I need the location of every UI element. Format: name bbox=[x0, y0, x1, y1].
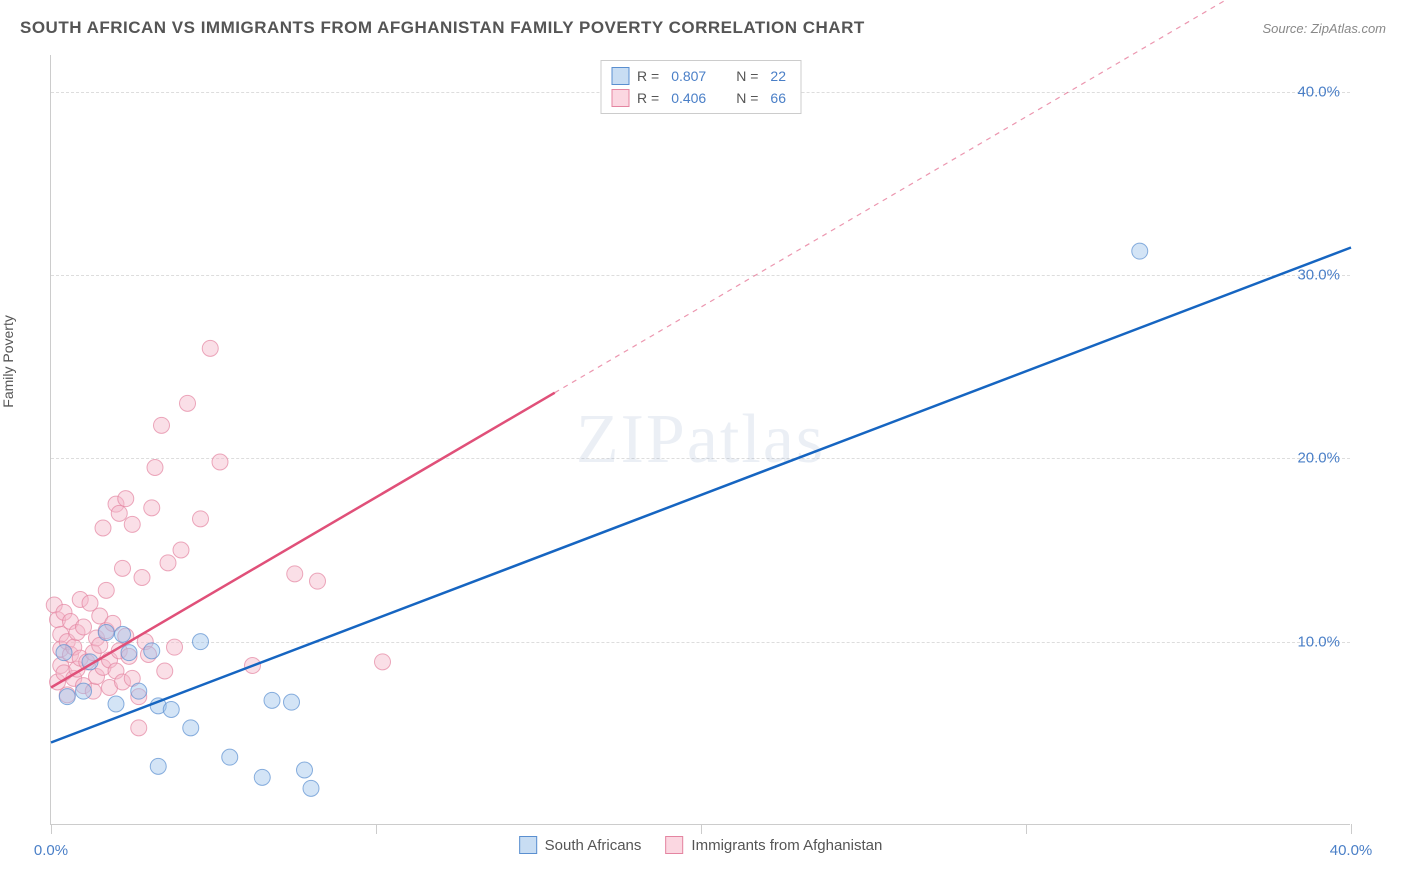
scatter-point bbox=[115, 626, 131, 642]
scatter-point bbox=[287, 566, 303, 582]
scatter-point bbox=[95, 520, 111, 536]
scatter-point bbox=[222, 749, 238, 765]
legend-row-series2: R = 0.406 N = 66 bbox=[611, 87, 790, 109]
legend-swatch-pink bbox=[611, 89, 629, 107]
chart-svg bbox=[51, 55, 1350, 824]
scatter-point bbox=[118, 491, 134, 507]
legend-item-south-africans: South Africans bbox=[519, 836, 642, 854]
scatter-point bbox=[284, 694, 300, 710]
scatter-point bbox=[173, 542, 189, 558]
scatter-point bbox=[76, 683, 92, 699]
scatter-point bbox=[56, 645, 72, 661]
scatter-point bbox=[310, 573, 326, 589]
scatter-point bbox=[131, 720, 147, 736]
scatter-point bbox=[254, 769, 270, 785]
legend-item-afghanistan: Immigrants from Afghanistan bbox=[665, 836, 882, 854]
regression-line-solid bbox=[51, 248, 1351, 743]
scatter-point bbox=[183, 720, 199, 736]
legend-n-label: N = bbox=[736, 68, 758, 84]
legend-n-label2: N = bbox=[736, 90, 758, 106]
legend-r-value-1: 0.807 bbox=[671, 68, 706, 84]
scatter-point bbox=[163, 702, 179, 718]
chart-source: Source: ZipAtlas.com bbox=[1262, 21, 1386, 36]
scatter-point bbox=[131, 683, 147, 699]
scatter-point bbox=[115, 560, 131, 576]
legend-r-label2: R = bbox=[637, 90, 659, 106]
chart-plot-area: ZIPatlas R = 0.807 N = 22 R = 0.406 N = … bbox=[50, 55, 1350, 825]
scatter-point bbox=[98, 582, 114, 598]
scatter-point bbox=[212, 454, 228, 470]
legend-label-2: Immigrants from Afghanistan bbox=[691, 837, 882, 854]
x-tick-label: 40.0% bbox=[1330, 842, 1373, 859]
scatter-point bbox=[202, 340, 218, 356]
chart-header: SOUTH AFRICAN VS IMMIGRANTS FROM AFGHANI… bbox=[20, 18, 1386, 38]
legend-swatch-pink-2 bbox=[665, 836, 683, 854]
scatter-point bbox=[108, 696, 124, 712]
scatter-point bbox=[59, 689, 75, 705]
y-axis-label: Family Poverty bbox=[0, 315, 16, 408]
legend-n-value-1: 22 bbox=[770, 68, 786, 84]
x-tick-label: 0.0% bbox=[34, 842, 68, 859]
scatter-point bbox=[150, 758, 166, 774]
scatter-point bbox=[303, 780, 319, 796]
scatter-point bbox=[147, 460, 163, 476]
scatter-point bbox=[154, 417, 170, 433]
x-tick bbox=[376, 824, 377, 834]
legend-r-label: R = bbox=[637, 68, 659, 84]
legend-swatch-blue-2 bbox=[519, 836, 537, 854]
legend-label-1: South Africans bbox=[545, 837, 642, 854]
scatter-point bbox=[160, 555, 176, 571]
scatter-point bbox=[375, 654, 391, 670]
x-tick bbox=[1351, 824, 1352, 834]
scatter-point bbox=[124, 516, 140, 532]
scatter-point bbox=[193, 634, 209, 650]
x-tick bbox=[1026, 824, 1027, 834]
regression-line-solid bbox=[51, 393, 555, 688]
scatter-point bbox=[264, 692, 280, 708]
legend-row-series1: R = 0.807 N = 22 bbox=[611, 65, 790, 87]
legend-swatch-blue bbox=[611, 67, 629, 85]
scatter-point bbox=[1132, 243, 1148, 259]
legend-r-value-2: 0.406 bbox=[671, 90, 706, 106]
scatter-point bbox=[180, 395, 196, 411]
scatter-point bbox=[76, 619, 92, 635]
scatter-point bbox=[111, 505, 127, 521]
x-tick bbox=[51, 824, 52, 834]
scatter-point bbox=[157, 663, 173, 679]
legend-correlation-box: R = 0.807 N = 22 R = 0.406 N = 66 bbox=[600, 60, 801, 114]
legend-series-box: South Africans Immigrants from Afghanist… bbox=[513, 836, 889, 854]
scatter-point bbox=[121, 645, 137, 661]
legend-n-value-2: 66 bbox=[770, 90, 786, 106]
scatter-point bbox=[167, 639, 183, 655]
scatter-point bbox=[144, 500, 160, 516]
scatter-point bbox=[193, 511, 209, 527]
scatter-point bbox=[98, 625, 114, 641]
scatter-point bbox=[144, 643, 160, 659]
regression-line-dashed bbox=[555, 0, 1351, 393]
scatter-point bbox=[297, 762, 313, 778]
x-tick bbox=[701, 824, 702, 834]
scatter-point bbox=[134, 570, 150, 586]
chart-title: SOUTH AFRICAN VS IMMIGRANTS FROM AFGHANI… bbox=[20, 18, 865, 38]
